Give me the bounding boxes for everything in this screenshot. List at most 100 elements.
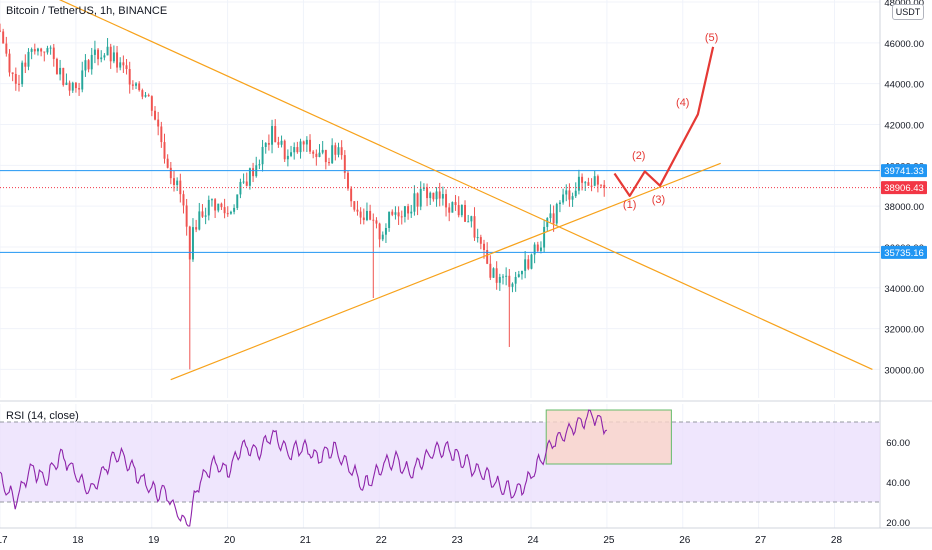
candle-body bbox=[185, 205, 188, 227]
candle-body bbox=[479, 237, 482, 244]
candle-body bbox=[451, 202, 454, 213]
current-price-tag-bg bbox=[881, 181, 927, 195]
candle-body bbox=[350, 188, 353, 202]
candle-body bbox=[100, 57, 103, 60]
candle-body bbox=[8, 53, 11, 73]
trendline bbox=[58, 0, 873, 370]
candle-body bbox=[36, 48, 39, 52]
rsi-tick-label: 20.00 bbox=[886, 518, 910, 529]
candle-body bbox=[55, 58, 58, 75]
candle-body bbox=[473, 216, 476, 238]
rsi-tick-label: 40.00 bbox=[886, 478, 910, 489]
candle-body bbox=[214, 199, 217, 211]
time-tick-label: 18 bbox=[72, 535, 84, 546]
candle-body bbox=[565, 190, 568, 195]
candle-body bbox=[476, 237, 479, 239]
candle-body bbox=[93, 49, 96, 55]
candle-body bbox=[112, 52, 115, 62]
price-tick-label: 32000.00 bbox=[884, 325, 924, 336]
candle-body bbox=[302, 141, 305, 145]
candle-body bbox=[346, 172, 349, 189]
candle-body bbox=[245, 181, 248, 186]
time-tick-label: 26 bbox=[679, 535, 691, 546]
candle-body bbox=[271, 126, 274, 145]
candle-body bbox=[505, 275, 508, 277]
wave-label: (1) bbox=[623, 199, 636, 211]
candle-body bbox=[252, 168, 255, 177]
candle-body bbox=[365, 210, 368, 221]
candle-body bbox=[220, 203, 223, 208]
candle-body bbox=[460, 204, 463, 216]
price-tick-label: 30000.00 bbox=[884, 365, 924, 376]
wave-label: (4) bbox=[676, 97, 689, 109]
candle-body bbox=[46, 48, 49, 53]
candle-body bbox=[33, 49, 36, 52]
candle-body bbox=[65, 82, 68, 85]
candle-body bbox=[502, 276, 504, 278]
candle-body bbox=[163, 142, 166, 159]
candle-body bbox=[584, 182, 587, 184]
candle-body bbox=[334, 145, 337, 155]
candle-body bbox=[489, 263, 492, 278]
candle-body bbox=[530, 254, 533, 269]
candle-body bbox=[558, 202, 561, 205]
candle-body bbox=[445, 194, 448, 208]
price-tick-label: 46000.00 bbox=[884, 39, 924, 50]
candle-body bbox=[103, 55, 106, 58]
time-tick-label: 27 bbox=[755, 535, 767, 546]
time-tick-label: 25 bbox=[603, 535, 615, 546]
candle-body bbox=[520, 270, 523, 275]
candle-body bbox=[125, 65, 128, 70]
candle-body bbox=[508, 275, 511, 287]
candle-body bbox=[309, 139, 311, 152]
currency-button[interactable]: USDT bbox=[892, 4, 924, 20]
candle-body bbox=[337, 147, 340, 155]
candle-body bbox=[539, 247, 542, 251]
candle-body bbox=[492, 268, 495, 278]
candle-body bbox=[21, 62, 24, 85]
candle-body bbox=[603, 184, 606, 188]
time-tick-label: 22 bbox=[376, 535, 388, 546]
candle-body bbox=[328, 162, 330, 164]
candle-body bbox=[296, 147, 299, 153]
candle-body bbox=[210, 199, 213, 201]
candle-body bbox=[14, 73, 17, 84]
candle-body bbox=[138, 83, 141, 91]
candle-body bbox=[372, 219, 375, 221]
candle-body bbox=[122, 62, 125, 66]
candle-body bbox=[495, 268, 498, 283]
candle-body bbox=[150, 96, 153, 111]
candle-body bbox=[128, 69, 131, 85]
candle-body bbox=[84, 60, 87, 71]
candle-body bbox=[52, 47, 55, 59]
candle-body bbox=[258, 164, 261, 166]
candle-body bbox=[169, 167, 172, 179]
candle-body bbox=[384, 227, 387, 235]
candle-body bbox=[90, 54, 93, 70]
level-price-tag-bg bbox=[881, 245, 927, 259]
candle-body bbox=[135, 83, 138, 86]
candle-body bbox=[24, 62, 27, 67]
candle-body bbox=[438, 191, 441, 199]
candle-body bbox=[261, 146, 264, 165]
candle-body bbox=[312, 151, 315, 154]
price-tick-label: 42000.00 bbox=[884, 121, 924, 132]
candle-body bbox=[378, 223, 381, 240]
candle-body bbox=[5, 43, 8, 54]
candle-body bbox=[59, 67, 62, 75]
candle-body bbox=[195, 227, 198, 230]
candle-body bbox=[11, 72, 14, 74]
level-price-tag-bg bbox=[881, 164, 927, 178]
candle-body bbox=[204, 215, 207, 217]
candle-body bbox=[173, 178, 175, 185]
candle-body bbox=[581, 176, 584, 183]
time-tick-label: 21 bbox=[300, 535, 312, 546]
candle-body bbox=[223, 207, 226, 214]
candle-body bbox=[369, 210, 372, 220]
candle-body bbox=[356, 209, 359, 212]
candle-body bbox=[527, 259, 530, 269]
candle-body bbox=[18, 83, 20, 85]
candle-body bbox=[517, 274, 520, 277]
candle-body bbox=[498, 277, 501, 283]
